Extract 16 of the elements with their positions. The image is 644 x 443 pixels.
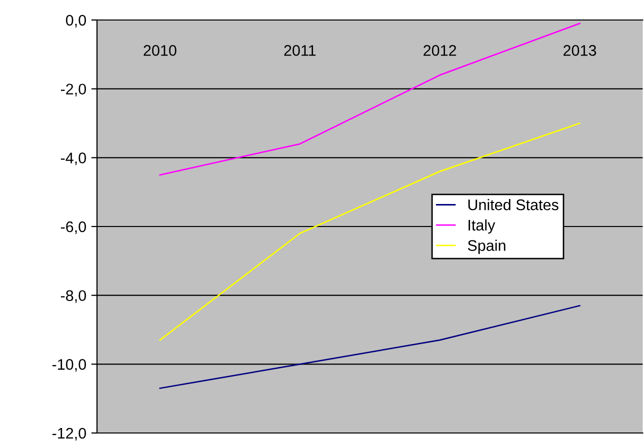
x-tick-label: 2013: [564, 45, 596, 56]
y-tick-label: -10,0: [52, 359, 86, 372]
legend-label: United States: [468, 199, 558, 210]
y-tick-label: -8,0: [60, 290, 86, 303]
y-tick-label: -12,0: [52, 428, 86, 440]
x-tick-label: 2010: [144, 45, 176, 56]
y-tick-label: -6,0: [60, 221, 86, 234]
legend-label: Spain: [468, 240, 506, 254]
y-tick-label: 0,0: [66, 14, 86, 28]
y-tick-label: -4,0: [60, 152, 86, 166]
legend-label: Italy: [468, 219, 496, 234]
line-series: [159, 122, 580, 341]
x-tick-label: 2012: [424, 45, 456, 56]
x-tick-label: 2011: [284, 45, 316, 56]
y-tick-label: -2,0: [60, 84, 86, 96]
line-series: [159, 304, 580, 389]
